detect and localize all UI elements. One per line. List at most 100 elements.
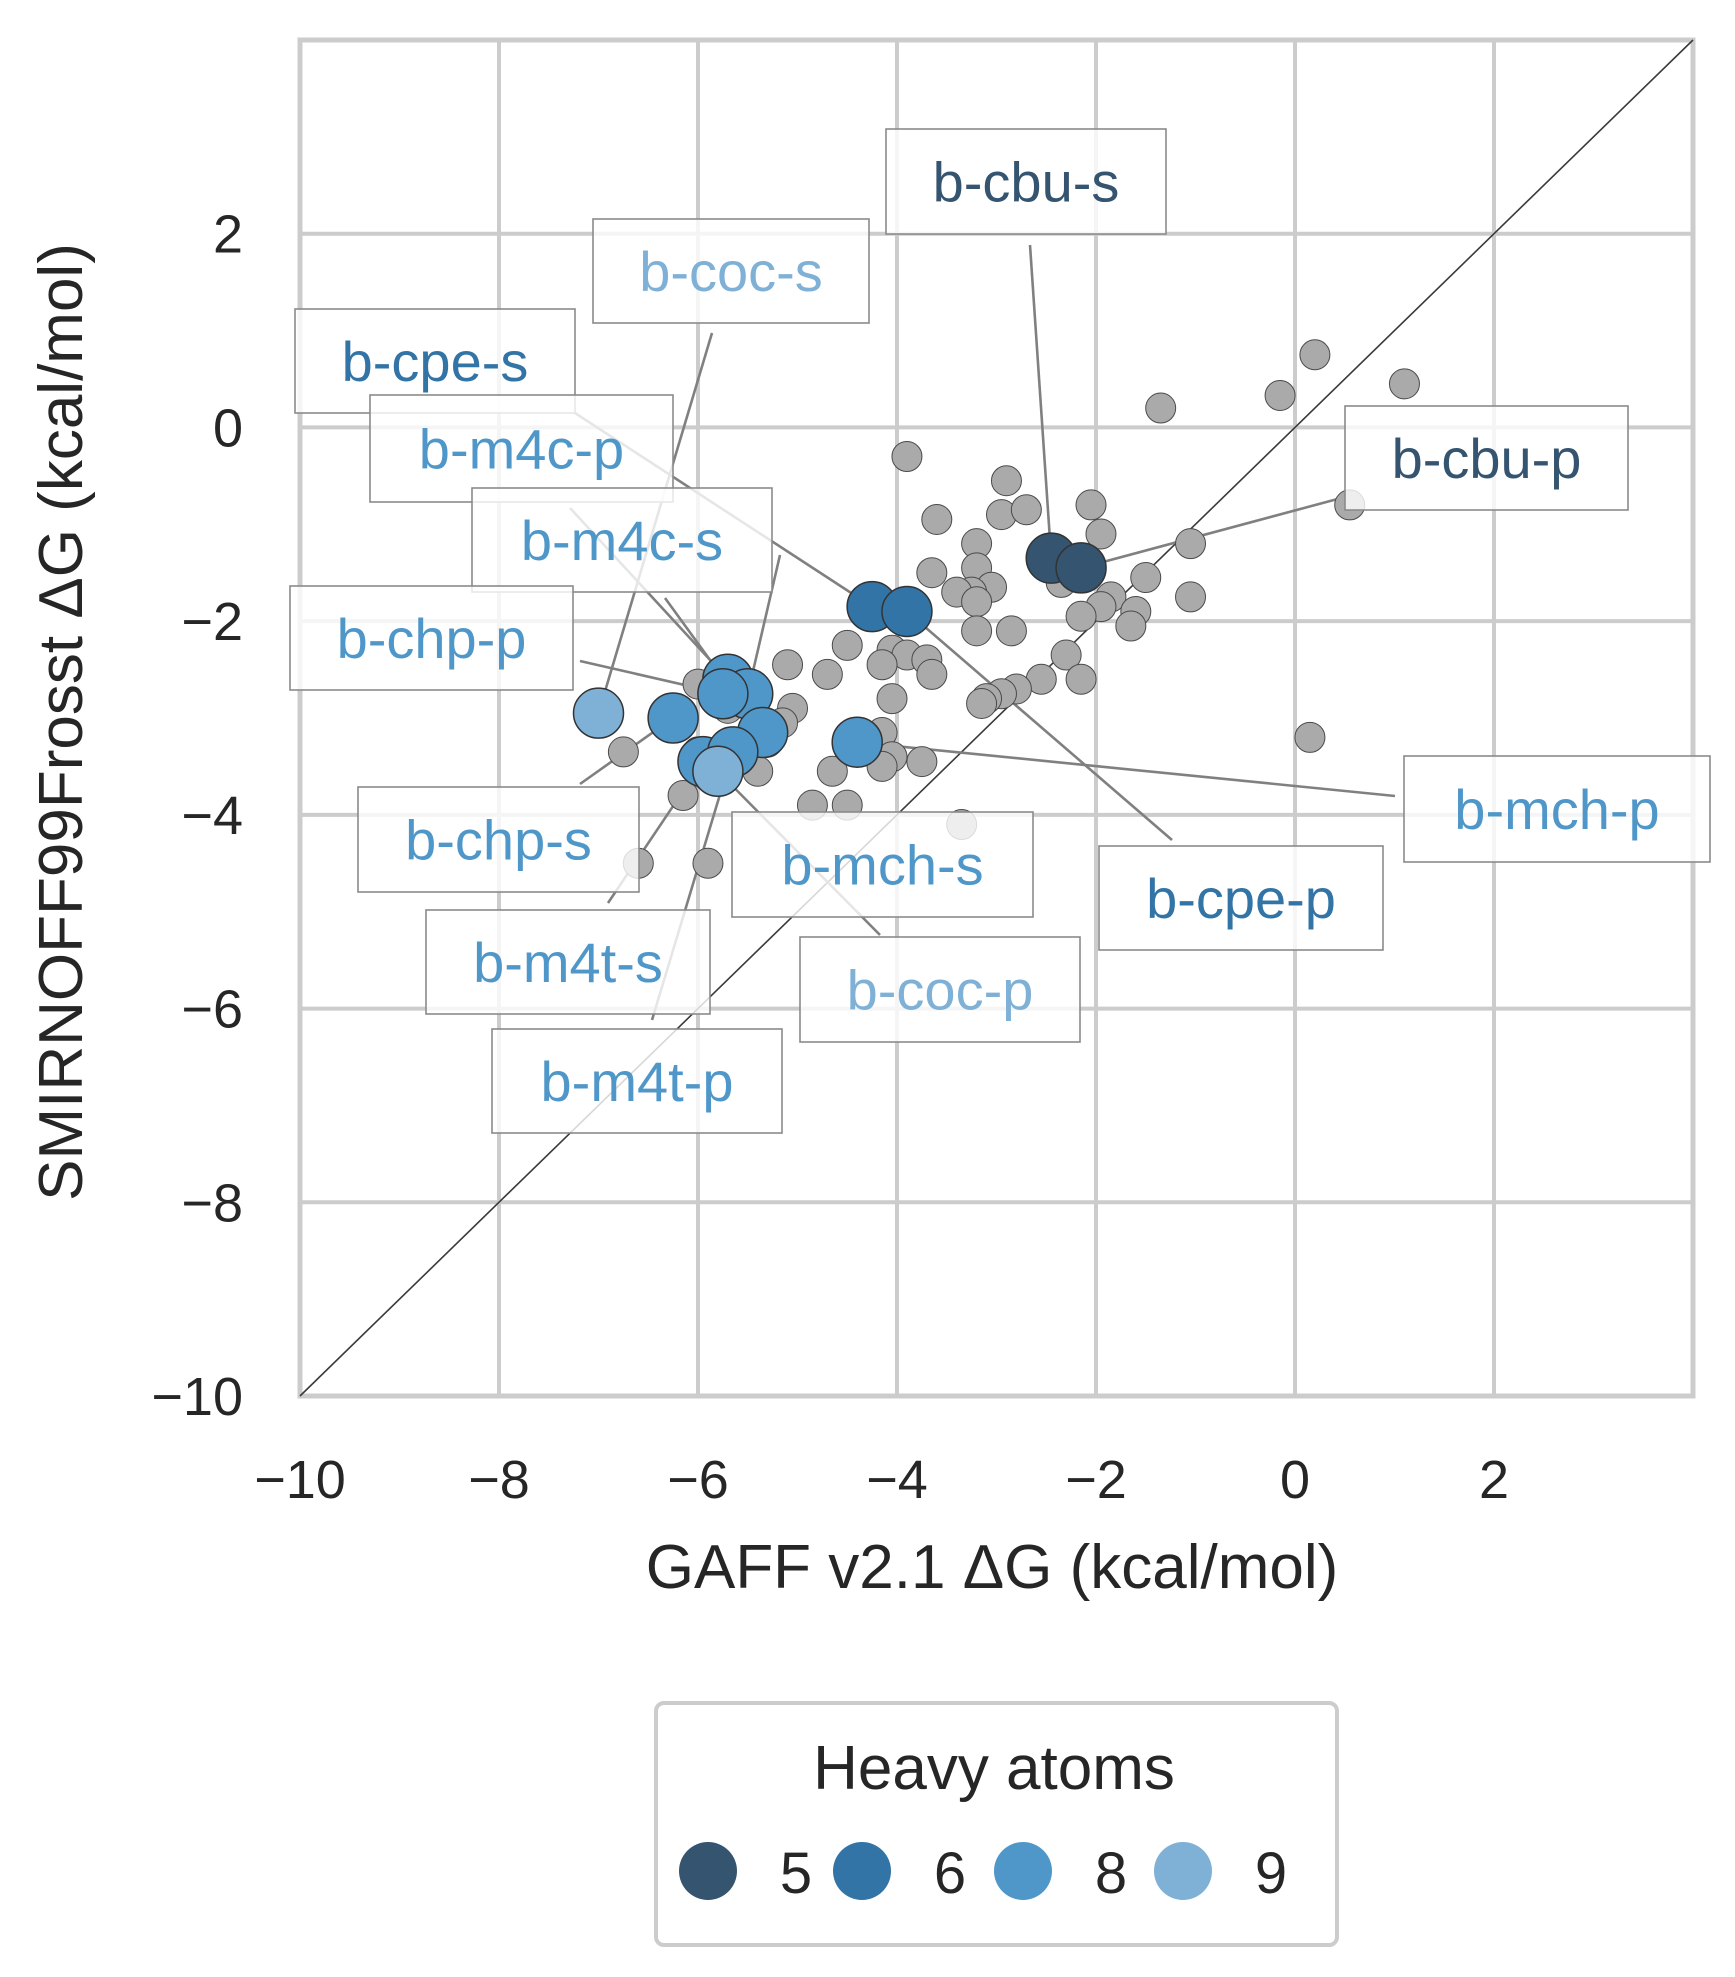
legend-marker — [679, 1842, 737, 1900]
scatter-point — [1010, 494, 1042, 526]
scatter-point — [906, 746, 938, 778]
scatter-point — [667, 779, 699, 811]
scatter-point — [1075, 489, 1107, 521]
annotation-label: b-chp-p — [337, 607, 527, 670]
scatter-point — [866, 649, 898, 681]
x-tick-label: −4 — [866, 1450, 928, 1510]
scatter-point — [1130, 562, 1162, 594]
scatter-point — [876, 683, 908, 715]
highlighted-point — [1055, 542, 1107, 594]
x-tick-label: −8 — [468, 1450, 530, 1510]
identity-line — [299, 39, 1694, 1397]
scatter-point — [1050, 639, 1082, 671]
annotation-label: b-m4t-p — [541, 1050, 734, 1113]
highlighted-point — [831, 716, 883, 768]
annotation-box — [799, 936, 1081, 1043]
annotation-box — [369, 394, 674, 503]
highlighted-point — [572, 687, 625, 739]
legend-title: Heavy atoms — [813, 1734, 1175, 1803]
scatter-point — [995, 615, 1027, 647]
scatter-point — [961, 586, 993, 618]
scatter-point — [607, 736, 639, 768]
scatter-point — [1388, 368, 1420, 400]
x-tick-label: −6 — [667, 1450, 729, 1510]
x-tick-label: −2 — [1065, 1450, 1127, 1510]
scatter-point — [811, 658, 843, 690]
scatter-point — [990, 465, 1022, 497]
scatter-point — [1175, 581, 1207, 613]
legend: Heavy atoms 5 6 8 9 — [654, 1701, 1339, 1947]
annotation-box — [731, 811, 1034, 918]
annotation-label: b-mch-p — [1454, 778, 1659, 841]
highlighted-point — [647, 692, 699, 744]
annotation-box — [491, 1028, 783, 1134]
annotation-label: b-coc-s — [639, 240, 823, 303]
legend-entry-label: 6 — [934, 1841, 966, 1906]
scatter-point — [921, 503, 953, 535]
legend-entries: 5 6 8 9 — [679, 1841, 1287, 1906]
scatter-point — [1145, 392, 1177, 424]
scatter-point — [916, 557, 948, 589]
y-tick-label: −2 — [181, 592, 243, 652]
legend-entry-label: 5 — [780, 1841, 812, 1906]
annotation-box — [471, 487, 773, 593]
highlighted-point — [692, 745, 744, 798]
annotation-box — [1403, 755, 1711, 863]
annotation-connector — [857, 740, 1396, 798]
scatter-point — [816, 755, 848, 787]
y-tick-label: −4 — [181, 786, 243, 846]
annotation-label: b-chp-s — [405, 809, 592, 872]
scatter-point — [961, 615, 993, 647]
annotation-box — [592, 218, 870, 324]
identity-diagonal — [299, 39, 1694, 1397]
annotation-label: b-m4c-s — [521, 509, 723, 572]
plot-frame — [297, 37, 1696, 1399]
annotation-label: b-m4t-s — [473, 931, 663, 994]
annotation-box — [357, 786, 640, 893]
annotation-box — [1098, 845, 1384, 951]
scatter-point — [831, 629, 863, 661]
data-points — [572, 339, 1420, 879]
legend-marker — [994, 1842, 1052, 1900]
annotation-connector — [906, 610, 1173, 841]
y-axis-label: SMIRNOFF99Frosst ΔG (kcal/mol) — [27, 243, 96, 1201]
highlighted-point — [881, 585, 933, 638]
annotation-label: b-coc-p — [847, 959, 1034, 1022]
annotation-label: b-cpe-s — [342, 330, 529, 393]
x-tick-label: −10 — [254, 1450, 346, 1510]
scatter-point — [772, 649, 804, 681]
y-tick-label: −10 — [151, 1367, 243, 1427]
scatter-point — [1065, 663, 1097, 695]
annotation-label: b-m4c-p — [419, 418, 624, 481]
legend-marker — [1154, 1842, 1212, 1900]
x-tick-label: 2 — [1479, 1450, 1509, 1510]
scatter-point — [1115, 610, 1147, 642]
tick-labels: −10 −8 −6 −4 −2 0 2 −10 −8 −6 −4 −2 0 2 — [151, 205, 1509, 1510]
plot-border — [297, 37, 1696, 1399]
x-tick-label: 0 — [1280, 1450, 1310, 1510]
annotation-label: b-cpe-p — [1146, 867, 1336, 930]
annotation-label: b-cbu-s — [933, 151, 1120, 214]
scatter-point — [916, 658, 948, 690]
y-tick-label: 2 — [213, 205, 243, 265]
legend-entry-label: 9 — [1255, 1841, 1287, 1906]
scatter-point — [1085, 518, 1117, 550]
legend-entry-label: 8 — [1095, 1841, 1127, 1906]
scatter-point — [966, 687, 998, 719]
scatter-point — [891, 440, 923, 472]
scatter-point — [1264, 379, 1296, 411]
annotation-box — [885, 128, 1167, 235]
annotation-connector — [1028, 244, 1053, 559]
scatter-point — [1175, 528, 1207, 560]
scatter-point — [692, 847, 724, 879]
legend-marker — [833, 1842, 891, 1900]
annotation-box — [425, 909, 711, 1015]
x-axis-label: GAFF v2.1 ΔG (kcal/mol) — [646, 1533, 1339, 1602]
annotation-box — [289, 585, 574, 691]
annotation-box — [1344, 405, 1629, 511]
y-tick-label: −6 — [181, 980, 243, 1040]
scatter-point — [1299, 339, 1331, 371]
annotation-label: b-cbu-p — [1392, 427, 1582, 490]
annotation-label: b-mch-s — [781, 834, 983, 897]
